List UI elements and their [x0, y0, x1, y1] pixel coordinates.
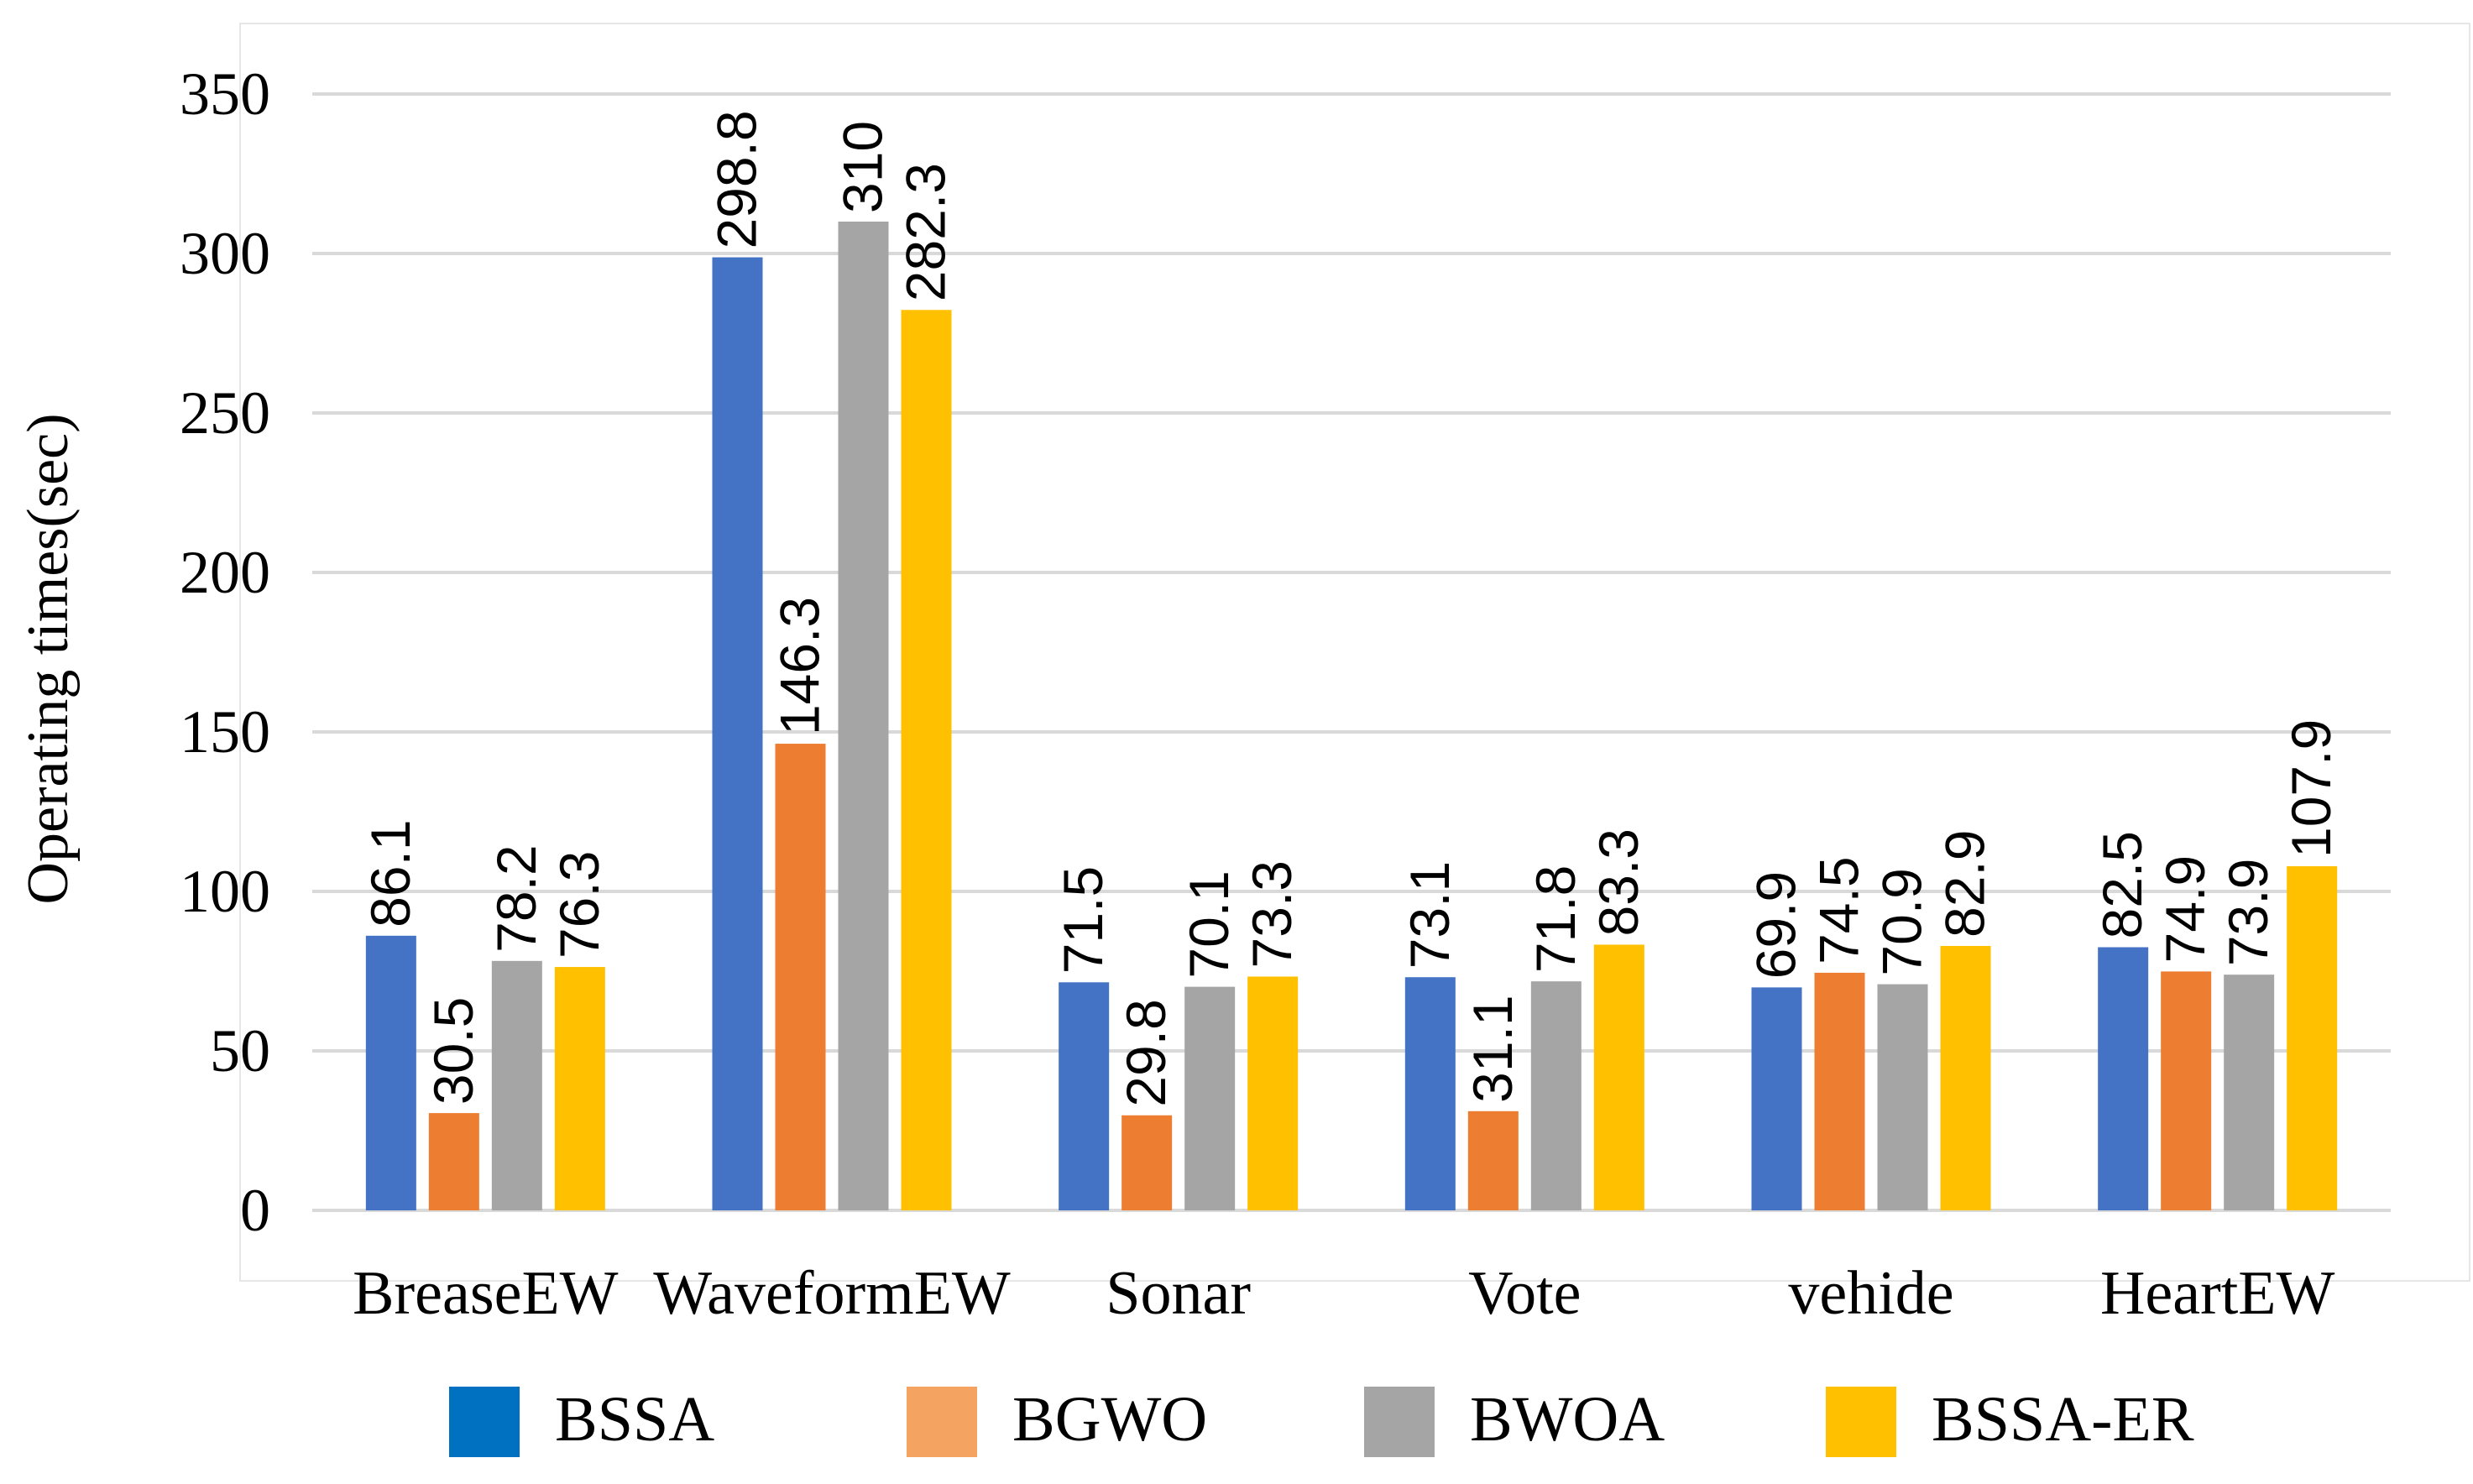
data-label: 76.3 [548, 851, 610, 959]
gridlines [312, 92, 2391, 1212]
bar-bgwo [428, 1113, 479, 1210]
y-tick-label: 0 [240, 1177, 270, 1244]
data-label: 74.5 [1808, 856, 1870, 964]
bar-bssa-er [1593, 944, 1644, 1210]
bar-bwoa [2224, 975, 2275, 1210]
bar-bssa [365, 935, 416, 1210]
legend-swatch-bwoa [1364, 1387, 1435, 1457]
data-label: 282.3 [895, 163, 957, 301]
y-axis-ticks: 0 50 100 150 200 250 300 350 [180, 60, 270, 1244]
legend-label: BSSA-ER [1932, 1384, 2194, 1455]
bar-bgwo [1121, 1115, 1173, 1210]
y-axis-title: Operating times(sec) [16, 413, 81, 904]
data-label: 83.3 [1587, 828, 1650, 936]
legend-label: BSSA [555, 1384, 714, 1455]
data-label: 69.9 [1745, 871, 1807, 979]
bar-bgwo [775, 744, 826, 1210]
bar-bssa-er [901, 310, 952, 1210]
data-label: 70.1 [1178, 870, 1240, 978]
y-tick-label: 300 [180, 220, 270, 287]
bar-bwoa [838, 222, 889, 1210]
data-label: 86.1 [359, 819, 421, 927]
category-label: vehide [1788, 1259, 1953, 1328]
data-label: 74.9 [2154, 855, 2216, 963]
category-label: Vote [1468, 1259, 1581, 1328]
category-label: HeartEW [2100, 1259, 2335, 1328]
category-label: WaveformEW [653, 1259, 1011, 1328]
y-tick-label: 50 [210, 1017, 270, 1084]
data-label: 107.9 [2280, 719, 2342, 858]
bar-bwoa [491, 960, 542, 1210]
data-label: 146.3 [769, 597, 831, 735]
bar-bgwo [1814, 972, 1865, 1210]
legend: BSSA BGWO BWOA BSSA-ER [449, 1384, 2194, 1457]
bar-bssa [1059, 982, 1110, 1210]
data-label: 73.9 [2217, 859, 2279, 966]
y-tick-label: 100 [180, 858, 270, 925]
bar-bssa-er [2287, 865, 2338, 1210]
bar-bwoa [1184, 986, 1236, 1210]
data-label: 31.1 [1461, 995, 1524, 1102]
x-axis-categories: BreaseEW WaveformEW Sonar Vote vehide HeartEW [353, 1259, 2334, 1328]
data-label: 78.2 [485, 844, 547, 952]
bar-bgwo [1467, 1110, 1519, 1210]
data-label: 310 [832, 121, 894, 213]
data-label: 298.8 [706, 110, 768, 248]
y-tick-label: 250 [180, 379, 270, 447]
legend-label: BWOA [1470, 1384, 1665, 1455]
bars [365, 222, 2338, 1210]
plot-frame [239, 23, 2470, 1282]
data-label: 29.8 [1115, 999, 1177, 1106]
bar-bssa-er [1247, 976, 1299, 1210]
y-tick-label: 350 [180, 60, 270, 128]
bar-bwoa [1530, 981, 1582, 1210]
category-label: BreaseEW [353, 1259, 619, 1328]
bar-bwoa [1877, 984, 1928, 1210]
category-label: Sonar [1106, 1259, 1251, 1328]
y-tick-label: 150 [180, 698, 270, 766]
bar-bssa [1751, 987, 1802, 1210]
y-tick-label: 200 [180, 539, 270, 606]
data-label: 71.5 [1052, 866, 1114, 974]
bar-bssa [2098, 947, 2149, 1210]
bar-bssa [712, 257, 763, 1210]
legend-swatch-bssa-er [1826, 1387, 1896, 1457]
data-label: 73.1 [1399, 861, 1461, 969]
bar-bssa [1404, 977, 1456, 1210]
bar-bssa-er [1940, 945, 1991, 1210]
data-labels: 86.1 30.578.2 76.3 298.8 146.3 310 282.3 71.529… [359, 110, 2342, 1106]
bar-bssa-er [554, 967, 605, 1210]
bar-bgwo [2161, 971, 2212, 1210]
data-label: 82.9 [1934, 830, 1996, 938]
data-label: 30.5 [422, 997, 484, 1105]
data-label: 71.8 [1524, 865, 1587, 973]
data-label: 70.9 [1871, 868, 1933, 975]
data-label: 73.3 [1241, 860, 1303, 968]
legend-label: BGWO [1012, 1384, 1207, 1455]
data-label: 82.5 [2091, 831, 2153, 938]
legend-swatch-bgwo [907, 1387, 977, 1457]
legend-swatch-bssa [449, 1387, 520, 1457]
